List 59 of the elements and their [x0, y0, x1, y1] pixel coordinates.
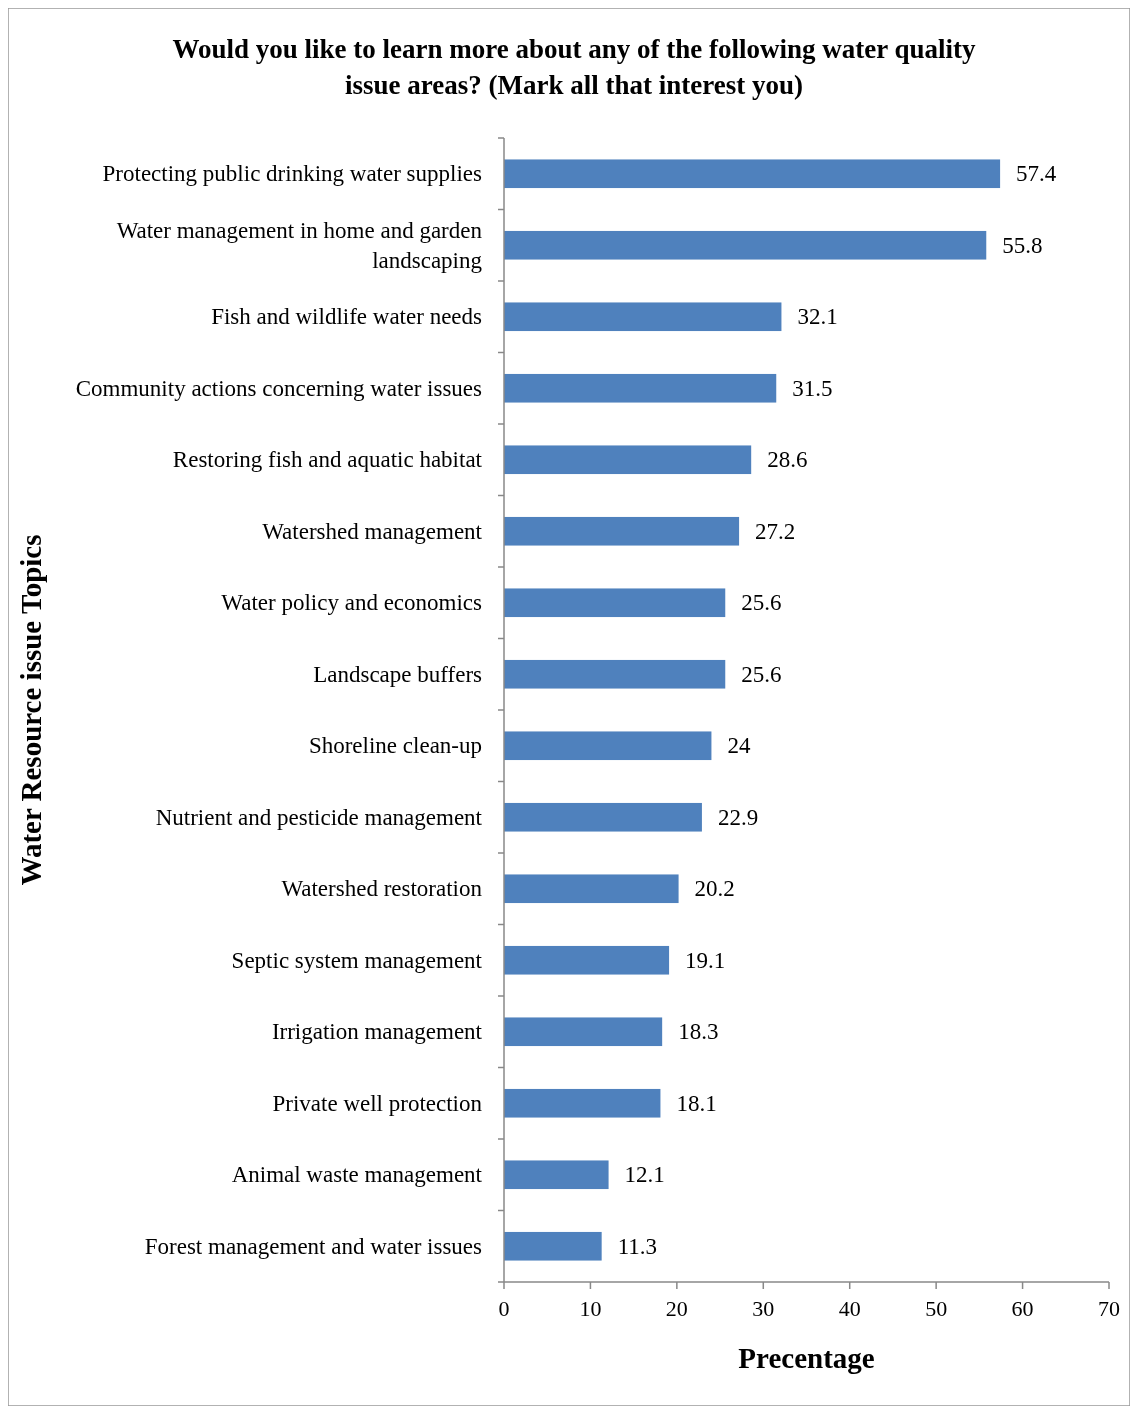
y-tick-label: Animal waste management — [231, 1162, 483, 1188]
y-tick-label: Restoring fish and aquatic habitat — [172, 447, 483, 473]
data-label: 27.2 — [755, 518, 796, 544]
bar — [504, 874, 679, 904]
x-tick-label: 20 — [665, 1296, 688, 1321]
data-label: 25.6 — [741, 661, 782, 687]
y-tick-label: Watershed management — [262, 518, 483, 544]
x-tick-label: 30 — [752, 1296, 775, 1321]
data-label: 32.1 — [797, 304, 838, 330]
data-label: 25.6 — [741, 590, 782, 616]
bar — [504, 945, 670, 975]
bar — [504, 159, 1001, 189]
data-label: 20.2 — [694, 876, 735, 902]
bar — [504, 373, 777, 403]
data-label: 22.9 — [717, 804, 759, 830]
bar — [504, 230, 987, 260]
data-label: 24 — [727, 733, 751, 759]
x-tick-label: 50 — [925, 1296, 948, 1321]
y-tick-label: Shoreline clean-up — [308, 733, 482, 759]
y-tick-label: Irrigation management — [271, 1019, 483, 1045]
x-tick-label: 10 — [579, 1296, 602, 1321]
y-axis-title: Water Resource issue Topics — [15, 534, 47, 886]
bar — [504, 302, 782, 332]
bar — [504, 588, 726, 618]
bar — [504, 445, 752, 475]
y-tick-label: Community actions concerning water issues — [75, 375, 483, 401]
data-label: 12.1 — [624, 1162, 665, 1188]
y-tick-label: Septic system management — [231, 947, 483, 973]
bar — [504, 659, 726, 689]
y-tick-label: Water policy and economics — [221, 590, 483, 616]
y-tick-label: Fish and wildlife water needs — [211, 304, 483, 330]
y-tick-label: Watershed restoration — [281, 876, 483, 902]
chart-title: Would you like to learn more about any of the following water quality issue areas? (Mark all that interest you) — [172, 34, 977, 100]
x-tick-label: 40 — [838, 1296, 861, 1321]
data-label: 11.3 — [617, 1233, 658, 1259]
x-axis-title: Precentage — [738, 1342, 875, 1374]
data-label: 55.8 — [1002, 232, 1043, 258]
bar — [504, 802, 702, 832]
x-tick-label: 0 — [498, 1296, 510, 1321]
y-tick-label: Private well protection — [272, 1090, 483, 1116]
y-tick-label: Landscape buffers — [313, 661, 483, 687]
data-label: 57.4 — [1016, 161, 1057, 187]
y-tick-label: Forest management and water issues — [144, 1233, 483, 1259]
bar — [504, 1017, 663, 1047]
data-label: 18.3 — [678, 1019, 719, 1045]
x-tick-label: 70 — [1098, 1296, 1120, 1321]
data-label: 19.1 — [685, 947, 726, 973]
bar — [504, 516, 740, 546]
data-label: 18.1 — [676, 1090, 717, 1116]
data-label: 31.5 — [792, 375, 833, 401]
y-tick-label: Protecting public drinking water supplies — [102, 161, 483, 187]
y-tick-label: Water management in home and garden landscaping — [116, 217, 483, 273]
x-tick-label: 60 — [1011, 1296, 1034, 1321]
bar — [504, 1231, 602, 1261]
bar — [504, 1160, 609, 1190]
data-label: 28.6 — [767, 447, 808, 473]
bar — [504, 731, 712, 761]
y-tick-label: Nutrient and pesticide management — [155, 804, 483, 830]
bar — [504, 1088, 661, 1118]
